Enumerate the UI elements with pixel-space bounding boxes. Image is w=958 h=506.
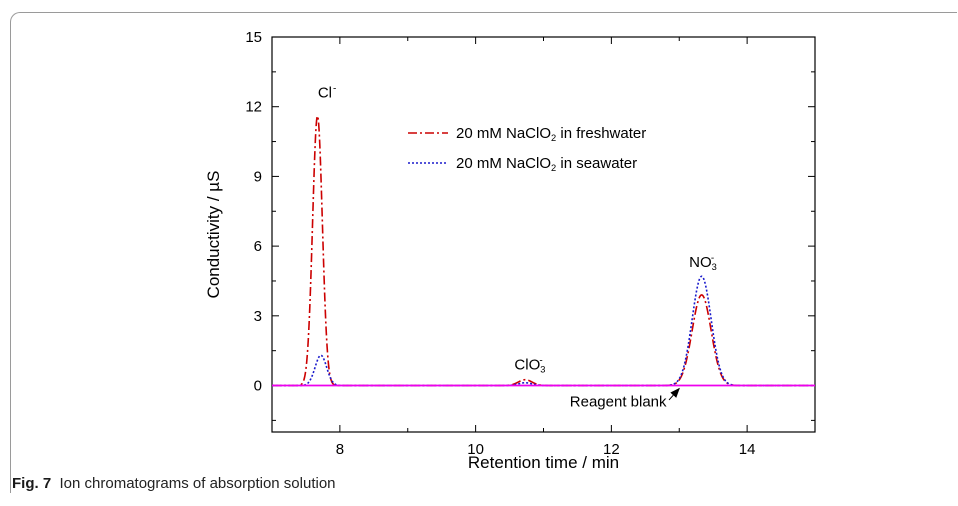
x-axis-label: Retention time / min: [468, 453, 619, 470]
annotation-1: Cl: [318, 84, 332, 101]
x-tick-label: 14: [739, 441, 756, 458]
x-tick-label: 10: [467, 441, 484, 458]
legend-entry-1: 20 mM NaClO2 in freshwater: [456, 125, 646, 143]
annotation-4: Reagent blank: [570, 393, 667, 410]
y-tick-label: 15: [245, 29, 262, 46]
x-tick-label: 12: [603, 441, 620, 458]
annotation-3: NO3: [689, 254, 717, 272]
y-tick-label: 9: [254, 168, 262, 185]
caption-label: Fig. 7: [12, 475, 52, 492]
y-tick-label: 12: [245, 99, 262, 116]
annotation-charge-2: -: [539, 355, 542, 366]
figure-caption: Fig. 7 Ion chromatograms of absorption s…: [12, 475, 336, 492]
y-tick-label: 6: [254, 238, 262, 255]
annotation-2: ClO3: [514, 356, 545, 374]
y-tick-label: 0: [254, 378, 262, 395]
legend-entry-2: 20 mM NaClO2 in seawater: [456, 155, 637, 173]
figure-frame: [10, 12, 957, 493]
y-tick-label: 3: [254, 308, 262, 325]
annotation-charge-3: -: [711, 253, 714, 264]
chromatogram-chart: 8 10 12 14 0 3 6 9 12 15 Retention time / min Condu…: [204, 29, 816, 470]
caption-text: Ion chromatograms of absorption solution: [59, 475, 336, 492]
x-tick-label: 8: [336, 441, 344, 458]
y-axis-label: Conductivity / µS: [204, 171, 223, 299]
reagent-blank-arrow: [668, 387, 680, 401]
annotation-charge-1: -: [333, 83, 336, 94]
